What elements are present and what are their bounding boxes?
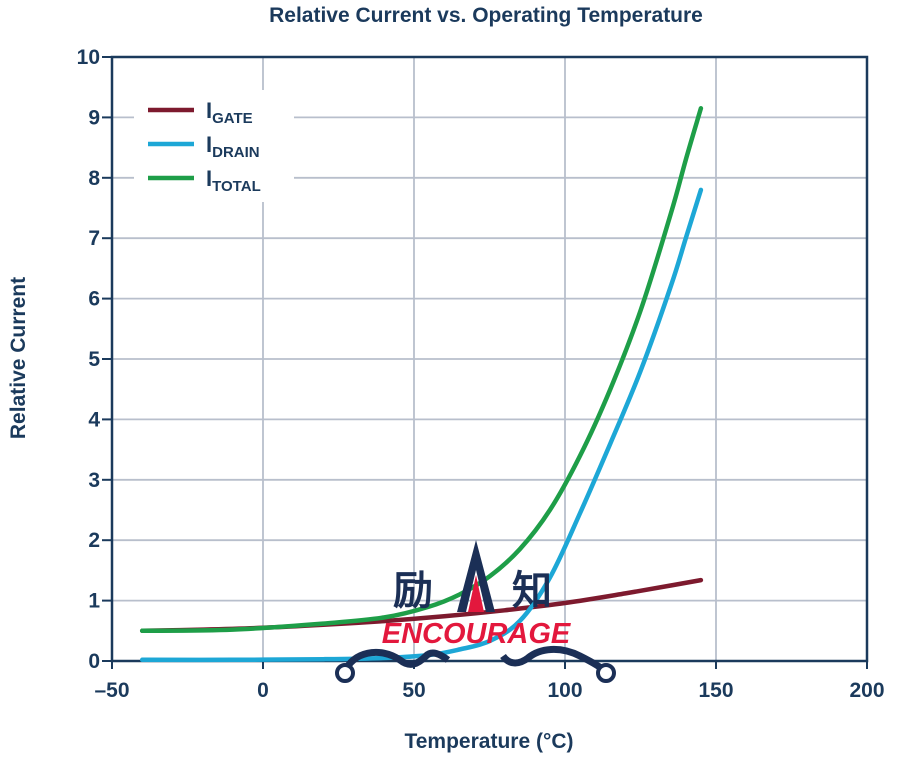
watermark-logo: 励 知 ENCOURAGE — [335, 540, 616, 683]
y-axis-ticks: 0 1 2 3 4 5 6 7 8 9 10 — [77, 46, 112, 673]
x-tick-label: 100 — [547, 679, 582, 702]
x-tick-label: –50 — [94, 679, 129, 702]
y-tick-label: 1 — [88, 590, 100, 613]
watermark-triangle-icon — [457, 540, 495, 612]
legend-label-itotal: ITOTAL — [206, 166, 261, 195]
watermark-text: ENCOURAGE — [382, 618, 572, 650]
x-tick-label: 200 — [849, 679, 884, 702]
y-tick-label: 10 — [77, 46, 100, 69]
watermark-dot-right-icon — [596, 663, 616, 683]
legend-label-main: I — [206, 166, 212, 191]
watermark-swirl-right-icon — [500, 646, 609, 675]
x-axis-ticks: –50 0 50 100 150 200 — [94, 661, 885, 702]
series-line-itotal — [139, 106, 704, 634]
chart-title: Relative Current vs. Operating Temperatu… — [269, 4, 703, 27]
y-tick-label: 4 — [88, 408, 100, 431]
x-tick-label: 0 — [257, 679, 269, 702]
y-tick-label: 3 — [88, 469, 100, 492]
watermark-cn-left: 励 — [393, 568, 433, 614]
legend-label-main: I — [206, 132, 212, 157]
y-tick-label: 5 — [88, 348, 100, 371]
watermark-dot-left-icon — [335, 663, 355, 683]
x-axis-label: Temperature (°C) — [404, 730, 573, 753]
watermark-cn-right: 知 — [512, 568, 552, 614]
legend-label-idrain: IDRAIN — [206, 132, 260, 161]
watermark-swirl-left-icon — [341, 648, 451, 674]
y-tick-label: 9 — [88, 106, 100, 129]
y-axis-label: Relative Current — [7, 277, 30, 439]
series-line-idrain — [139, 187, 704, 663]
y-tick-label: 8 — [88, 167, 100, 190]
y-tick-label: 7 — [88, 227, 100, 250]
grid-lines — [112, 57, 867, 661]
legend-label-main: I — [206, 98, 212, 123]
data-series — [139, 106, 704, 663]
y-tick-label: 0 — [88, 650, 100, 673]
x-tick-label: 50 — [402, 679, 425, 702]
watermark-triangle-inner-icon — [468, 575, 484, 612]
legend-label-sub: TOTAL — [212, 178, 261, 195]
x-tick-label: 150 — [698, 679, 733, 702]
y-tick-label: 6 — [88, 288, 100, 311]
legend-label-sub: DRAIN — [212, 144, 260, 161]
legend-label-sub: GATE — [212, 110, 253, 127]
y-tick-label: 2 — [88, 529, 100, 552]
legend-label-igate: IGATE — [206, 98, 253, 127]
